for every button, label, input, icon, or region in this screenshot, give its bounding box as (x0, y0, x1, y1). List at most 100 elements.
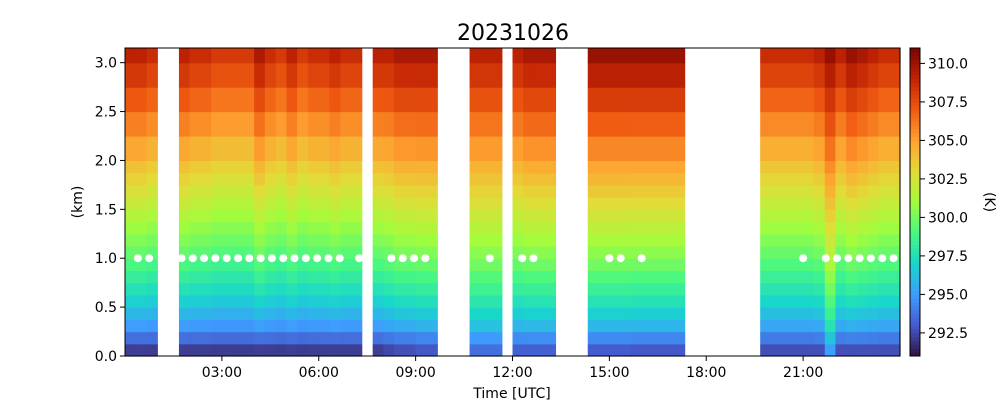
heatmap-cell (523, 197, 535, 210)
heatmap-cell (480, 62, 492, 88)
heatmap-cell (211, 343, 223, 357)
heatmap-cell (415, 270, 438, 284)
heatmap-cell (512, 221, 524, 235)
colorbar-segment (910, 298, 920, 303)
heatmap-cell (189, 48, 201, 64)
heatmap-cell (480, 48, 492, 64)
heatmap-cell (835, 172, 847, 186)
heatmap-cell (264, 319, 277, 333)
heatmap-cell (308, 233, 320, 247)
heatmap-cell (286, 221, 298, 235)
heatmap-cell (146, 233, 158, 247)
heatmap-cell (813, 209, 826, 223)
heatmap-cell (803, 160, 815, 174)
heatmap-cell (803, 62, 815, 88)
heatmap-cell (867, 197, 879, 210)
heatmap-cell (178, 87, 191, 113)
heatmap-cell (480, 87, 492, 113)
heatmap-cell (835, 282, 847, 296)
heatmap-cell (760, 184, 804, 198)
heatmap-cell (631, 233, 686, 247)
heatmap-cell (404, 233, 417, 247)
heatmap-cell (232, 136, 245, 162)
heatmap-cell (200, 343, 212, 357)
colorbar-segment (910, 94, 920, 99)
heatmap-cell (264, 48, 277, 64)
heatmap-cell (351, 246, 363, 259)
heatmap-cell (232, 319, 245, 333)
heatmap-cell (534, 184, 557, 198)
heatmap-cell (340, 331, 352, 345)
heatmap-cell (200, 258, 212, 272)
heatmap-cell (211, 246, 223, 259)
heatmap-cell (329, 233, 341, 247)
heatmap-cell (211, 233, 223, 247)
marker-point (267, 254, 276, 263)
marker-point (301, 254, 310, 263)
colorbar-segment (910, 171, 920, 176)
heatmap-cell (878, 294, 901, 308)
heatmap-cell (221, 343, 234, 357)
heatmap-cell (383, 111, 395, 137)
heatmap-cell (351, 319, 363, 333)
heatmap-cell (631, 160, 686, 174)
heatmap-cell (308, 111, 320, 137)
heatmap-cell (534, 48, 557, 64)
heatmap-cell (286, 62, 298, 88)
heatmap-cell (760, 307, 804, 320)
heatmap-cell (393, 209, 406, 223)
heatmap-cell (297, 48, 309, 64)
heatmap-cell (351, 184, 363, 198)
heatmap-cell (867, 62, 879, 88)
heatmap-cell (318, 48, 331, 64)
heatmap-cell (243, 197, 255, 210)
heatmap-cell (490, 172, 503, 186)
heatmap-cell (232, 331, 245, 345)
heatmap-cell (512, 343, 524, 357)
heatmap-cell (340, 197, 352, 210)
heatmap-cell (813, 233, 826, 247)
heatmap-cell (189, 294, 201, 308)
heatmap-cell (867, 331, 879, 345)
heatmap-cell (383, 87, 395, 113)
marker-point (145, 254, 154, 263)
heatmap-cell (275, 87, 288, 113)
heatmap-cell (275, 343, 288, 357)
heatmap-cell (867, 307, 879, 320)
heatmap-cell (254, 111, 266, 137)
heatmap-cell (857, 343, 869, 357)
heatmap-cell (523, 258, 535, 272)
colorbar-segment (910, 340, 920, 345)
heatmap-cell (393, 246, 406, 259)
heatmap-cell (534, 294, 557, 308)
heatmap-cell (211, 331, 223, 345)
colorbar-segment (910, 148, 920, 153)
heatmap-cell (254, 160, 266, 174)
heatmap-cell (318, 282, 331, 296)
heatmap-cell (308, 62, 320, 88)
colorbar-tick-label: 307.5 (928, 95, 968, 111)
heatmap-cell (329, 246, 341, 259)
heatmap-cell (340, 258, 352, 272)
heatmap-cell (813, 294, 826, 308)
heatmap-cell (286, 136, 298, 162)
heatmap-cell (221, 197, 234, 210)
heatmap-cell (393, 136, 406, 162)
heatmap-cell (760, 246, 804, 259)
heatmap-cell (178, 331, 191, 345)
colorbar-segment (910, 240, 920, 245)
heatmap-cell (631, 184, 686, 198)
heatmap-cell (189, 282, 201, 296)
heatmap-cell (534, 246, 557, 259)
heatmap-cell (308, 160, 320, 174)
heatmap-cell (340, 62, 352, 88)
heatmap-cell (824, 307, 837, 320)
heatmap-cell (846, 48, 858, 64)
heatmap-cell (351, 221, 363, 235)
heatmap-cell (211, 172, 223, 186)
heatmap-cell (631, 221, 686, 235)
marker-point (290, 254, 299, 263)
heatmap-cell (631, 343, 686, 357)
heatmap-cell (813, 221, 826, 235)
heatmap-cell (243, 307, 255, 320)
